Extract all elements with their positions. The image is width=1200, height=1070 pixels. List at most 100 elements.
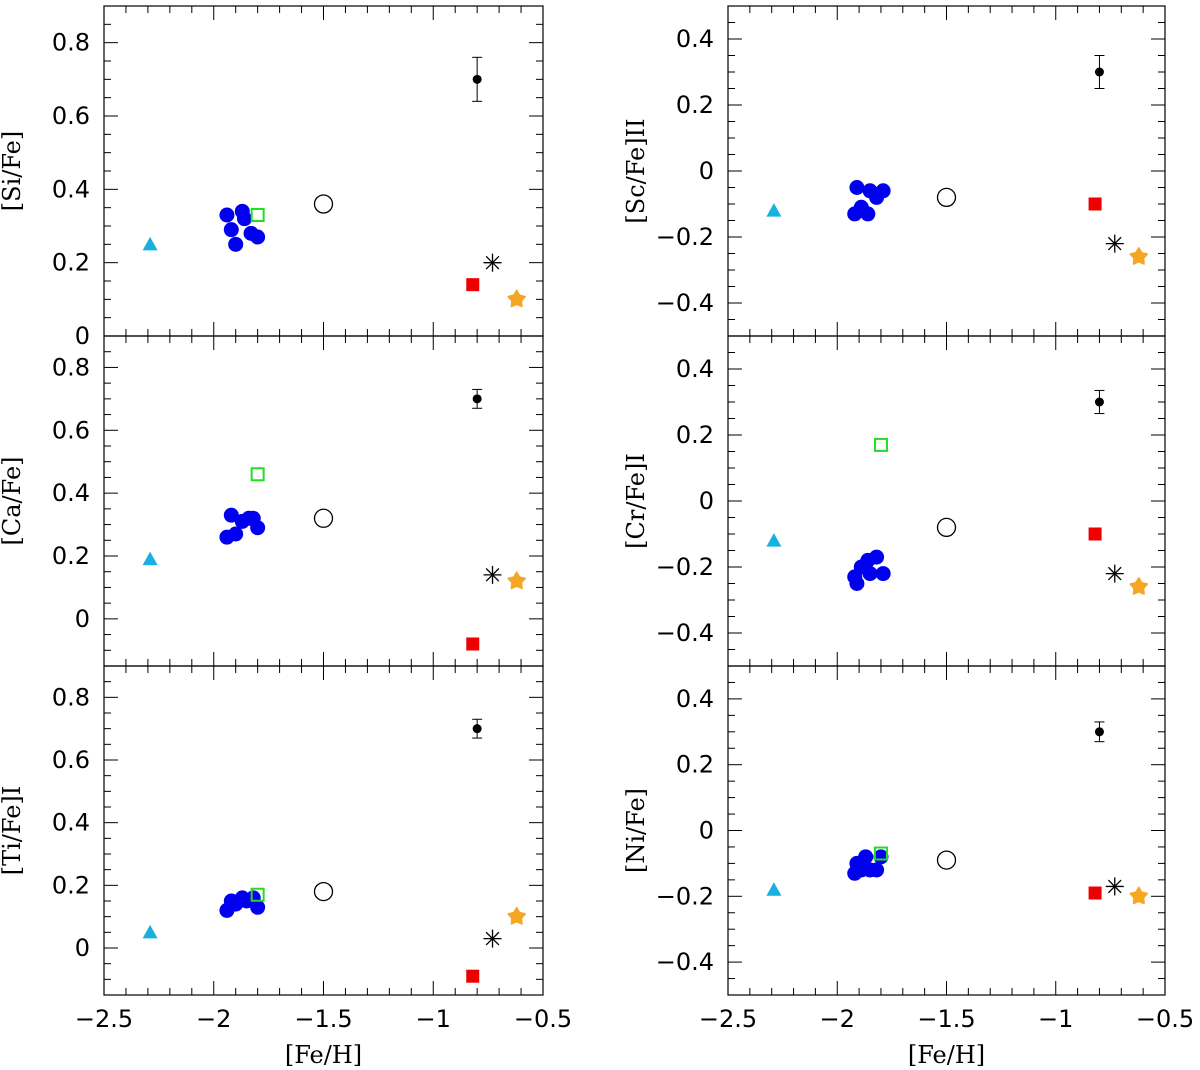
y-tick-label: −0.4 (656, 289, 714, 317)
data-point-star (1129, 577, 1149, 595)
x-tick-label: −1 (1038, 1005, 1073, 1033)
x-axis-label: [Fe/H] (285, 1041, 362, 1069)
data-point-filled-circle (869, 862, 885, 878)
data-point-errorbar (1094, 389, 1105, 415)
y-axis-label: [Sc/Fe]II (622, 118, 650, 223)
data-point-asterisk (483, 253, 502, 272)
panel-frame (727, 335, 1166, 667)
data-point-open-circle (313, 508, 334, 528)
panel-top-right: −0.4 −0.2 0 0.2 0.4 [Sc/Fe]II (622, 5, 1166, 337)
data-point-open-circle (936, 187, 957, 208)
panel-middle-left: 0 0.2 0.4 0.6 0.8 [Ca/Fe] (0, 335, 544, 667)
data-point-filled-square (1088, 527, 1102, 541)
data-point-open-square (250, 467, 265, 482)
data-point-errorbar (472, 718, 483, 739)
data-point-filled-circle (849, 576, 865, 591)
y-axis-label: [Ni/Fe] (622, 788, 650, 873)
y-tick-label: 0 (699, 487, 714, 515)
data-point-filled-circle (849, 180, 865, 195)
y-tick-label: −0.2 (656, 553, 714, 581)
data-point-triangle (142, 236, 158, 251)
data-point-star (507, 571, 526, 590)
data-point-errorbar (1094, 721, 1105, 743)
y-tick-label: 0 (75, 605, 90, 633)
y-tick-label: 0.2 (676, 751, 714, 779)
x-tick-label: −2 (196, 1005, 231, 1033)
data-point-star (1129, 247, 1149, 265)
data-point-triangle (142, 551, 158, 566)
x-tick-label: −0.5 (1136, 1005, 1194, 1033)
data-point-filled-circle (228, 526, 244, 542)
data-point-filled-square (466, 637, 480, 651)
panel-top-left: 0 0.2 0.4 0.6 0.8 [Si/Fe] (0, 5, 544, 350)
data-point-filled-circle (250, 520, 266, 536)
data-point-filled-circle (219, 207, 235, 223)
y-tick-label: 0.4 (676, 685, 714, 713)
data-point-triangle (766, 882, 782, 896)
data-point-filled-square (1088, 886, 1102, 900)
data-point-open-circle (936, 850, 957, 870)
y-tick-label: 0.8 (52, 353, 90, 381)
data-point-filled-circle (223, 222, 239, 238)
y-axis-label: [Ca/Fe] (0, 456, 26, 545)
data-point-filled-circle (250, 899, 266, 915)
data-point-errorbar (472, 388, 483, 409)
data-point-filled-circle (862, 566, 878, 582)
y-tick-label: 0.4 (52, 479, 90, 507)
y-tick-label: 0.8 (52, 683, 90, 711)
data-point-open-square (250, 887, 265, 902)
y-tick-label: 0.2 (52, 542, 90, 570)
data-point-triangle (766, 533, 782, 547)
y-tick-label: 0 (699, 157, 714, 185)
data-point-triangle (142, 924, 158, 939)
data-point-triangle (766, 203, 782, 217)
x-tick-label: −0.5 (514, 1005, 572, 1033)
x-tick-label: −2 (820, 1005, 855, 1033)
y-tick-label: 0.8 (52, 29, 90, 57)
data-point-open-square (873, 437, 888, 452)
data-point-filled-square (466, 278, 480, 292)
data-point-asterisk (483, 929, 502, 948)
data-point-asterisk (1105, 564, 1124, 583)
data-point-open-circle (313, 194, 334, 214)
panel-frame (103, 665, 544, 996)
data-point-open-circle (313, 881, 334, 902)
panel-frame (727, 665, 1166, 996)
y-axis-label: [Cr/Fe]I (622, 453, 650, 549)
data-point-filled-circle (860, 206, 876, 222)
data-point-errorbar (1094, 55, 1105, 89)
y-tick-label: 0.2 (676, 91, 714, 119)
data-point-filled-circle (869, 549, 885, 565)
data-point-filled-square (1088, 197, 1102, 211)
panel-bottom-right: −0.4 −0.2 0 0.2 0.4 −2.5 −2 −1.5 −1 −0.5 [Ni/Fe] [F… (622, 665, 1194, 1069)
x-tick-label: −1.5 (917, 1005, 975, 1033)
data-point-errorbar (472, 56, 483, 102)
y-tick-label: 0.6 (52, 416, 90, 444)
y-axis-label: [Ti/Fe]I (0, 786, 26, 876)
data-point-star (507, 906, 526, 925)
x-tick-label: −2.5 (699, 1005, 757, 1033)
y-tick-label: 0.2 (52, 249, 90, 277)
y-tick-label: 0.6 (52, 746, 90, 774)
data-point-filled-circle (875, 183, 891, 199)
x-axis-label: [Fe/H] (908, 1041, 985, 1069)
data-point-filled-circle (250, 229, 266, 245)
y-tick-label: −0.2 (656, 882, 714, 910)
y-tick-label: −0.4 (656, 619, 714, 647)
data-point-asterisk (1105, 234, 1124, 253)
x-tick-label: −1 (416, 1005, 451, 1033)
data-point-asterisk (483, 565, 502, 584)
y-tick-label: 0.4 (676, 355, 714, 383)
data-point-open-circle (936, 517, 957, 538)
data-point-filled-circle (228, 236, 244, 252)
y-tick-label: −0.4 (656, 948, 714, 976)
data-point-filled-circle (858, 849, 874, 865)
y-tick-label: 0 (699, 817, 714, 845)
y-tick-label: 0.2 (676, 421, 714, 449)
y-tick-label: 0.2 (52, 871, 90, 899)
y-tick-label: 0.4 (52, 175, 90, 203)
y-tick-label: −0.2 (656, 223, 714, 251)
y-tick-label: 0.4 (52, 809, 90, 837)
data-point-open-square (873, 846, 888, 861)
